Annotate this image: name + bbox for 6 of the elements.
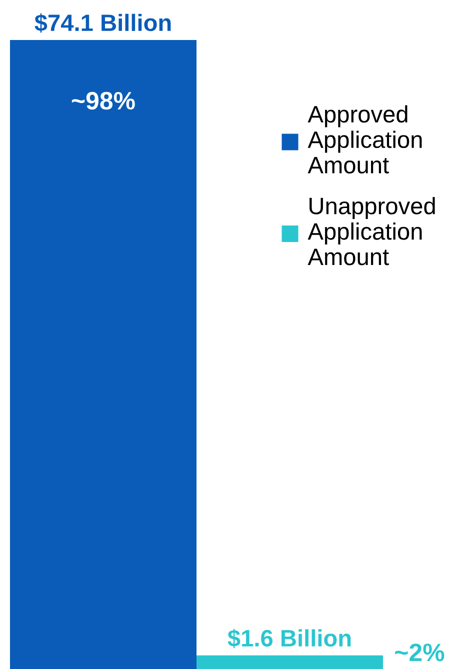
legend-label: Unapproved Application Amount xyxy=(308,197,435,266)
legend-label: Approved Application Amount xyxy=(308,105,422,174)
annotation: ~98% xyxy=(72,92,135,110)
data-label: $74.1 Billion xyxy=(34,13,171,33)
annotation: ~2% xyxy=(395,644,444,662)
data-label: $1.6 Billion xyxy=(228,628,351,648)
